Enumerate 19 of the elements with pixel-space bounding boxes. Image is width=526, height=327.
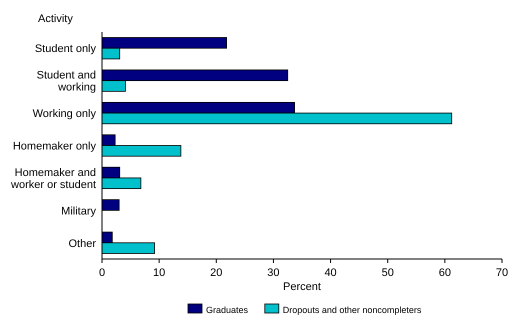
- x-tick-label: 20: [210, 267, 222, 279]
- y-tick-label: Student and working: [36, 70, 96, 94]
- x-axis-title: Percent: [283, 281, 321, 293]
- legend-label: Graduates: [206, 305, 249, 315]
- y-tick-label: Homemaker only: [12, 140, 96, 152]
- y-axis-title: Activity: [38, 13, 74, 25]
- y-tick-label: Homemaker and worker or student: [10, 166, 96, 191]
- y-tick-label: Military: [61, 205, 96, 218]
- y-tick-label: Working only: [32, 108, 96, 120]
- x-tick-label: 60: [438, 267, 451, 279]
- x-tick-label: 40: [324, 267, 337, 279]
- x-tick-label: 0: [98, 267, 106, 279]
- legend-label: Dropouts and other noncompleters: [282, 305, 422, 315]
- x-tick-label: 30: [267, 267, 280, 279]
- y-tick-label: Student only: [34, 43, 96, 56]
- x-tick-label: 50: [382, 267, 394, 279]
- x-tick-label: 10: [153, 267, 166, 279]
- y-tick-label: Other: [68, 238, 96, 250]
- x-tick-label: 70: [496, 267, 508, 279]
